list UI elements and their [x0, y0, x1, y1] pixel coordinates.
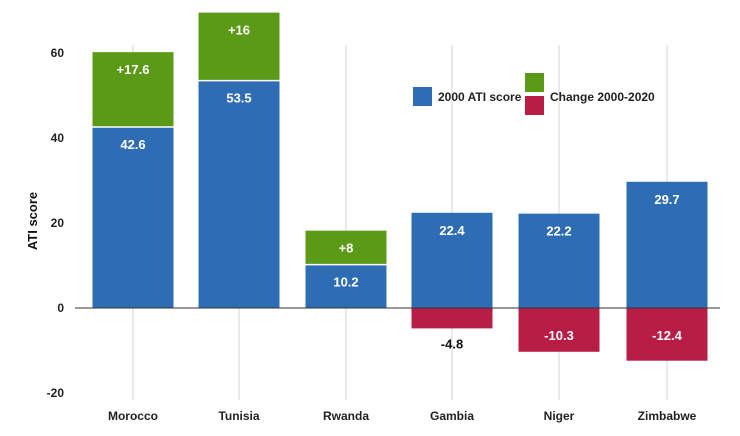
bar-label-base-morocco: 42.6: [120, 137, 145, 152]
bar-label-base-gambia: 22.4: [439, 223, 465, 238]
y-tick-label: -20: [47, 386, 65, 400]
x-category-label-zimbabwe: Zimbabwe: [638, 409, 697, 423]
legend-swatch-change-decrease: [525, 96, 544, 115]
bars: [92, 12, 708, 361]
x-axis-categories: Morocco Tunisia Rwanda Gambia Niger Zimbabwe: [108, 409, 697, 423]
bar-label-change-zimbabwe: -12.4: [652, 328, 682, 343]
y-tick-label: 20: [51, 216, 65, 230]
bar-label-change-rwanda: +8: [339, 241, 354, 256]
bar-labels: 42.6 +17.6 53.5 +16 10.2 +8 22.4 -4.8 22.2 -10.3 2…: [117, 23, 683, 352]
bar-change-morocco: [92, 52, 174, 127]
y-axis-title: ATI score: [25, 192, 40, 250]
x-category-label-morocco: Morocco: [108, 409, 158, 423]
bar-change-niger: [518, 308, 600, 352]
x-category-label-tunisia: Tunisia: [218, 409, 259, 423]
bar-change-zimbabwe: [626, 308, 708, 361]
bar-base-tunisia: [198, 80, 280, 308]
bar-label-base-zimbabwe: 29.7: [654, 192, 679, 207]
y-tick-label: 40: [51, 131, 65, 145]
y-axis-ticks: 60 40 20 0 -20: [47, 46, 65, 400]
bar-base-gambia: [411, 212, 493, 308]
bar-label-change-morocco: +17.6: [117, 62, 150, 77]
bar-base-rwanda: [305, 264, 387, 308]
y-tick-label: 0: [57, 301, 64, 315]
x-category-label-niger: Niger: [544, 409, 575, 423]
bar-label-change-tunisia: +16: [228, 23, 250, 38]
legend-swatch-2000-ati-score: [413, 87, 432, 106]
bar-label-change-gambia: -4.8: [441, 336, 463, 351]
bar-change-gambia: [411, 308, 493, 329]
x-category-label-rwanda: Rwanda: [323, 409, 369, 423]
bar-change-tunisia: [198, 12, 280, 81]
legend: 2000 ATI score Change 2000-2020: [413, 73, 655, 115]
legend-swatch-change-increase: [525, 73, 544, 92]
legend-label-change-2000-2020: Change 2000-2020: [550, 90, 655, 104]
bar-label-base-niger: 22.2: [546, 224, 571, 239]
bar-label-base-tunisia: 53.5: [226, 91, 251, 106]
y-tick-label: 60: [51, 46, 65, 60]
bar-base-niger: [518, 213, 600, 308]
bar-change-rwanda: [305, 230, 387, 265]
bar-base-zimbabwe: [626, 181, 708, 308]
legend-label-2000-ati-score: 2000 ATI score: [438, 90, 522, 104]
bar-label-change-niger: -10.3: [544, 328, 574, 343]
x-category-label-gambia: Gambia: [430, 409, 474, 423]
bar-base-morocco: [92, 126, 174, 308]
bar-label-base-rwanda: 10.2: [333, 275, 358, 290]
